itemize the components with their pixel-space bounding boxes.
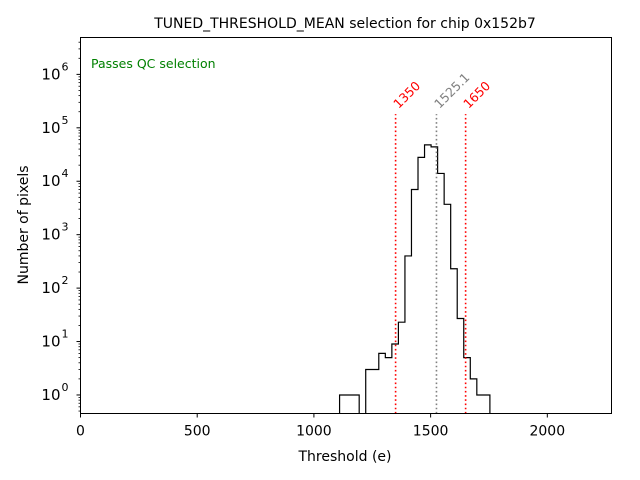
y-tick-exponent: 1 [62,328,69,341]
y-tick-exponent: 3 [62,221,69,234]
y-tick-label: 10 [41,65,60,83]
y-tick-label: 10 [41,172,60,190]
x-tick-label: 2000 [529,424,565,440]
x-tick-label: 1000 [296,424,332,440]
threshold-label-0: 1350 [390,78,423,111]
y-tick-exponent: 6 [62,60,69,73]
y-tick-label: 10 [41,333,60,351]
x-tick-label: 500 [184,424,211,440]
y-tick-exponent: 0 [62,381,69,394]
y-axis-label: Number of pixels [16,165,32,284]
y-tick-exponent: 2 [62,274,69,287]
plot-frame [80,37,612,414]
y-tick-exponent: 5 [62,114,69,127]
chart-title: TUNED_THRESHOLD_MEAN selection for chip … [153,16,536,32]
y-tick-label: 10 [41,386,60,404]
y-tick-label: 10 [41,279,60,297]
x-axis-label: Threshold (e) [298,449,392,465]
qc-annotation: Passes QC selection [91,56,216,71]
y-tick-label: 10 [41,226,60,244]
x-tick-label: 1500 [413,424,449,440]
x-tick-label: 0 [76,424,85,440]
histogram-step [338,144,491,414]
y-tick-label: 10 [41,119,60,137]
y-tick-exponent: 4 [62,167,69,180]
